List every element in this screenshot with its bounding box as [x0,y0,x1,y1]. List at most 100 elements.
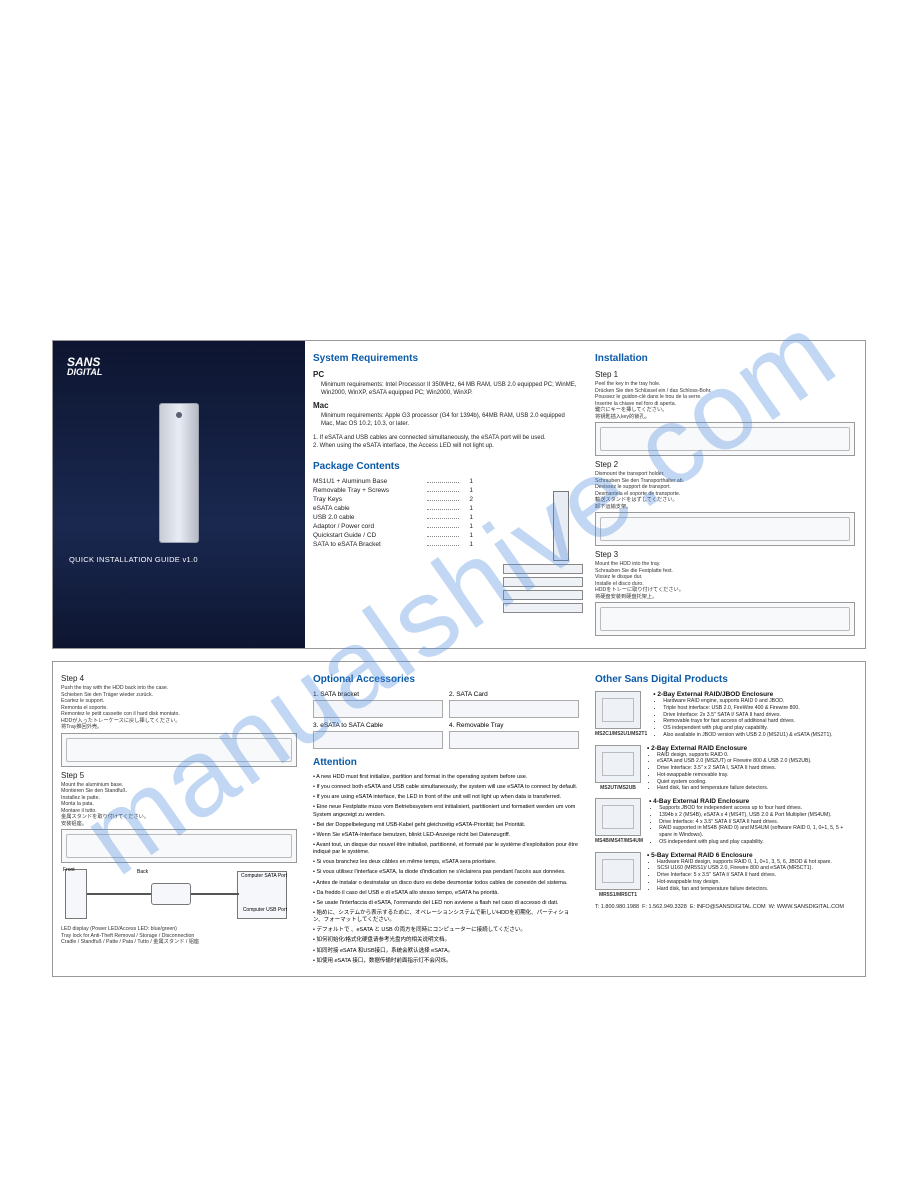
sysreq-note1: 1. If eSATA and USB cables are connected… [313,434,579,442]
accessories-heading: Optional Accessories [313,674,579,685]
package-item-label: Tray Keys [313,496,423,503]
package-item-label: Adaptor / Power cord [313,523,423,530]
product-caption: MS2C1/MS2U1/MS2T1 [595,731,647,737]
package-item-label: SATA to eSATA Bracket [313,541,423,548]
product-item: MS2C1/MS2U1/MS2T1 • 2-Bay External RAID/… [595,691,855,739]
product-caption: MS2UT/MS2UB [595,785,641,791]
package-item-label: Quickstart Guide / CD [313,532,423,539]
package-item: Quickstart Guide / CD 1 [313,532,473,539]
package-list: MS1U1 + Aluminum Base1Removable Tray + S… [313,478,473,548]
product-bullet: Drive Interface: 2x 3.5" SATA I/ SATA II… [663,712,832,719]
product-bullet: Hot-swappable removable tray. [657,772,812,779]
diagram-cable-1 [87,893,151,895]
panel-top: SANS DIGITAL QUICK INSTALLATION GUIDE v1… [52,340,866,649]
diagram-cable-2 [191,893,239,895]
step-figure [61,733,297,767]
sysreq-note2: 2. When using the eSATA interface, the A… [313,442,579,450]
contact-line: T: 1.800.980.1988 F: 1.562.949.3328 E: I… [595,904,855,910]
package-item-qty: 1 [463,541,473,548]
step-label: Step 2 [595,460,855,469]
attention-item: • Bei der Doppelbelegung mit USB-Kabel g… [313,822,579,829]
product-thumb [595,691,641,729]
product-desc: • 2-Bay External RAID/JBOD Enclosure Har… [653,691,832,739]
attention-item: • Si vous utilisez l'interface eSATA, la… [313,869,579,876]
logo-sub: DIGITAL [67,367,291,377]
package-item: Adaptor / Power cord 1 [313,523,473,530]
diagram-enclosure-front [65,869,87,919]
install-step: Step 4 Push the tray with the HDD back i… [61,674,297,767]
product-name: • 5-Bay External RAID 6 Enclosure [647,852,832,859]
mac-text: Minimum requirements: Apple G3 processor… [313,412,579,428]
product-bullet: Supports JBOD for independent access up … [659,805,855,812]
package-item-qty: 1 [463,523,473,530]
package-item-qty: 1 [463,487,473,494]
attention-block: • A new HDD must first initialize, parti… [313,774,579,965]
attention-item: • Antes de instalar o desinstalar un dis… [313,880,579,887]
diagram-sata-port-label: Computer SATA Port [241,873,287,879]
product-bullet: Drive Interface: 4 x 3.5" SATA I/ SATA I… [659,819,855,826]
package-item-label: eSATA cable [313,505,423,512]
package-item: Removable Tray + Screws 1 [313,487,473,494]
accessory-4: 4. Removable Tray [449,722,579,749]
pc-text: Minimum requirements: Intel Processor II… [313,381,579,397]
package-item: MS1U1 + Aluminum Base1 [313,478,473,485]
page-content: SANS DIGITAL QUICK INSTALLATION GUIDE v1… [0,0,918,977]
product-bullet: Hard disk, fan and temperature failure d… [657,886,832,893]
package-item-label: MS1U1 + Aluminum Base [313,478,423,485]
product-bullet: 1394b x 2 (MS4B), eSATA x 4 (MS4T), USB … [659,812,855,819]
mac-label: Mac [313,401,579,410]
accessory-1: 1. SATA bracket [313,691,443,718]
product-item: MS4B/MS4T/MS4UM • 4-Bay External RAID En… [595,798,855,846]
attention-item: • If you connect both eSATA and USB cabl… [313,784,579,791]
step-figure [595,512,855,546]
product-item: MS2UT/MS2UB • 2-Bay External RAID Enclos… [595,745,855,793]
attention-item: • 如同时接 eSATA 和USB接口，系统会默认选择 eSATA。 [313,948,579,955]
product-bullet: Drive Interface: 5 x 3.5" SATA I/ SATA I… [657,872,832,879]
product-caption: MR5S1/MR5CT1 [595,892,641,898]
installation-column-2: Step 4 Push the tray with the HDD back i… [53,662,305,976]
package-item-qty: 1 [463,532,473,539]
step-figure [595,602,855,636]
step-text: Peel the key in the tray hole.Drücken Si… [595,381,855,420]
diagram-front-label: Front [63,867,75,873]
attention-item: • 如使用 eSATA 接口，数据传输时前面指示灯不会闪烁。 [313,958,579,965]
connection-diagram: Front Back Computer SATA Port Computer U… [61,867,291,922]
attention-item: • 如何初始化/格式化硬盘请参考光盘内的相关说明文档。 [313,937,579,944]
attention-item: • Avant tout, un disque dur nouvel être … [313,842,579,856]
guide-title: QUICK INSTALLATION GUIDE v1.0 [61,555,297,574]
product-thumb [595,745,641,783]
product-name: • 2-Bay External RAID/JBOD Enclosure [653,691,832,698]
product-bullet: Drive Interface: 3.5" x 2 SATA I, SATA I… [657,765,812,772]
install-heading: Installation [595,353,855,364]
step-label: Step 1 [595,370,855,379]
package-item-label: Removable Tray + Screws [313,487,423,494]
package-item: Tray Keys2 [313,496,473,503]
product-bullet: RAID supported in MS4B (RAID 0) and MS4U… [659,825,855,839]
attention-item: • Wenn Sie eSATA-Interface benutzen, bli… [313,832,579,839]
step-text: Mount the aluminium base.Montieren Sie d… [61,782,297,828]
product-bullet: Hardware RAID design, supports RAID 0, 1… [657,859,832,866]
attention-item: • Se usate l'interfaccia di eSATA, l'orn… [313,900,579,907]
diagram-adapter [151,883,191,905]
product-caption: MS4B/MS4T/MS4UM [595,838,643,844]
product-thumb [595,798,641,836]
sysreq-heading: System Requirements [313,353,579,364]
product-thumb [595,852,641,890]
package-item-label: USB 2.0 cable [313,514,423,521]
brand-logo: SANS DIGITAL [61,349,297,383]
package-heading: Package Contents [313,461,579,472]
attention-item: • If you are using eSATA interface, the … [313,794,579,801]
attention-item: • Da freddo il caso del USB e di eSATA a… [313,890,579,897]
product-desc: • 2-Bay External RAID Enclosure RAID des… [647,745,812,793]
step-label: Step 3 [595,550,855,559]
product-item: MR5S1/MR5CT1 • 5-Bay External RAID 6 Enc… [595,852,855,898]
product-bullet: OS independent with plug and play capabi… [659,839,855,846]
install-step: Step 1 Peel the key in the tray hole.Drü… [595,370,855,456]
accessory-3: 3. eSATA to SATA Cable [313,722,443,749]
product-bullet: eSATA and USB 2.0 (MS2UT) or Firewire 80… [657,758,812,765]
cover-column: SANS DIGITAL QUICK INSTALLATION GUIDE v1… [53,341,305,648]
step-label: Step 4 [61,674,297,683]
step-text: Push the tray with the HDD back into the… [61,685,297,731]
step-figure [595,422,855,456]
step-text: Dismount the transport holder.Schrauben … [595,471,855,510]
